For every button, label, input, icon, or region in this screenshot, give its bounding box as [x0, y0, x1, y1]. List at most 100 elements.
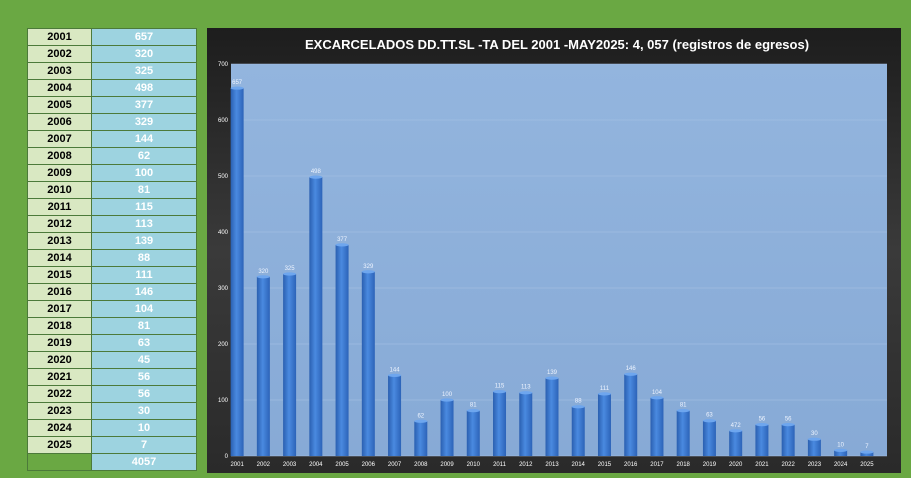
x-tick-label: 2006	[362, 462, 376, 468]
year-cell: 2008	[27, 147, 92, 165]
bar-cap	[860, 450, 874, 454]
bar-chart: EXCARCELADOS DD.TT.SL -TA DEL 2001 -MAY2…	[218, 37, 887, 468]
year-cell: 2022	[27, 385, 92, 403]
table-row: 2012 113	[27, 215, 197, 233]
x-tick-label: 2009	[440, 462, 454, 468]
bar-cap	[440, 398, 454, 402]
y-tick-label: 700	[218, 62, 229, 68]
x-tick-label: 2017	[650, 462, 664, 468]
table-row: 2023 30	[27, 402, 197, 420]
y-tick-label: 0	[225, 454, 229, 460]
table-row: 2001 657	[27, 28, 197, 46]
table-row: 2011 115	[27, 198, 197, 216]
value-cell: 10	[91, 419, 197, 437]
table-row: 2014 88	[27, 249, 197, 267]
x-tick-label: 2003	[283, 462, 297, 468]
data-label: 88	[575, 399, 582, 405]
data-label: 100	[442, 392, 453, 398]
data-label: 30	[811, 431, 818, 437]
x-tick-label: 2015	[598, 462, 612, 468]
x-tick-label: 2024	[834, 462, 848, 468]
data-label: 104	[652, 390, 663, 396]
x-tick-label: 2001	[230, 462, 244, 468]
bar	[519, 392, 533, 456]
value-cell: 45	[91, 351, 197, 369]
value-cell: 111	[91, 266, 197, 284]
bar	[860, 452, 874, 456]
x-tick-label: 2013	[545, 462, 559, 468]
value-cell: 7	[91, 436, 197, 454]
table-row: 2010 81	[27, 181, 197, 199]
data-label: 81	[470, 403, 477, 409]
data-label: 81	[680, 403, 687, 409]
x-tick-label: 2016	[624, 462, 638, 468]
data-label: 498	[311, 169, 322, 175]
bar-cap	[571, 405, 585, 409]
bar-cap	[466, 409, 480, 413]
bar-cap	[755, 423, 769, 427]
data-label: 113	[521, 385, 531, 391]
value-cell: 30	[91, 402, 197, 420]
data-label: 657	[232, 80, 243, 86]
bar	[309, 177, 323, 456]
data-label: 63	[706, 413, 713, 419]
table-row: 2021 56	[27, 368, 197, 386]
bar-cap	[545, 376, 559, 380]
value-cell: 56	[91, 385, 197, 403]
table-row: 2024 10	[27, 419, 197, 437]
chart-title: EXCARCELADOS DD.TT.SL -TA DEL 2001 -MAY2…	[305, 37, 809, 52]
bar-cap	[283, 272, 297, 276]
year-cell: 2010	[27, 181, 92, 199]
bar	[388, 375, 402, 456]
bar-cap	[597, 392, 611, 396]
x-tick-label: 2012	[519, 462, 533, 468]
y-tick-label: 200	[218, 342, 229, 348]
bar	[256, 276, 270, 456]
value-cell: 329	[91, 113, 197, 131]
bar	[807, 439, 821, 456]
bar	[283, 274, 297, 456]
bar	[493, 391, 507, 456]
data-label: 320	[258, 269, 269, 275]
table-row: 2008 62	[27, 147, 197, 165]
x-tick-label: 2004	[309, 462, 323, 468]
bar	[834, 450, 848, 456]
bar	[729, 430, 743, 456]
year-cell: 2009	[27, 164, 92, 182]
table-row: 2009 100	[27, 164, 197, 182]
bar-cap	[834, 448, 848, 452]
bar	[650, 397, 664, 456]
value-cell: 657	[91, 28, 197, 46]
x-tick-label: 2008	[414, 462, 428, 468]
bar	[781, 424, 795, 456]
data-label: 139	[547, 370, 558, 376]
x-tick-label: 2019	[703, 462, 717, 468]
bar-cap	[624, 372, 638, 376]
y-tick-label: 300	[218, 286, 229, 292]
bar	[335, 244, 349, 456]
bar	[466, 410, 480, 456]
value-cell: 377	[91, 96, 197, 114]
total-label-cell	[27, 453, 92, 471]
year-cell: 2018	[27, 317, 92, 335]
x-tick-label: 2007	[388, 462, 402, 468]
table-row: 2020 45	[27, 351, 197, 369]
bar-cap	[335, 243, 349, 247]
bar	[571, 406, 585, 456]
year-cell: 2016	[27, 283, 92, 301]
table-row: 2025 7	[27, 436, 197, 454]
year-cell: 2013	[27, 232, 92, 250]
y-tick-label: 400	[218, 230, 229, 236]
year-cell: 2002	[27, 45, 92, 63]
chart-panel: EXCARCELADOS DD.TT.SL -TA DEL 2001 -MAY2…	[207, 28, 901, 473]
table-row: 2006 329	[27, 113, 197, 131]
value-cell: 144	[91, 130, 197, 148]
bar-cap	[650, 396, 664, 400]
table-row: 2017 104	[27, 300, 197, 318]
bar	[440, 400, 454, 456]
data-label: 144	[390, 367, 401, 373]
bar-cap	[388, 373, 402, 377]
bar-cap	[702, 419, 716, 423]
data-label: 10	[837, 442, 844, 448]
value-cell: 113	[91, 215, 197, 233]
